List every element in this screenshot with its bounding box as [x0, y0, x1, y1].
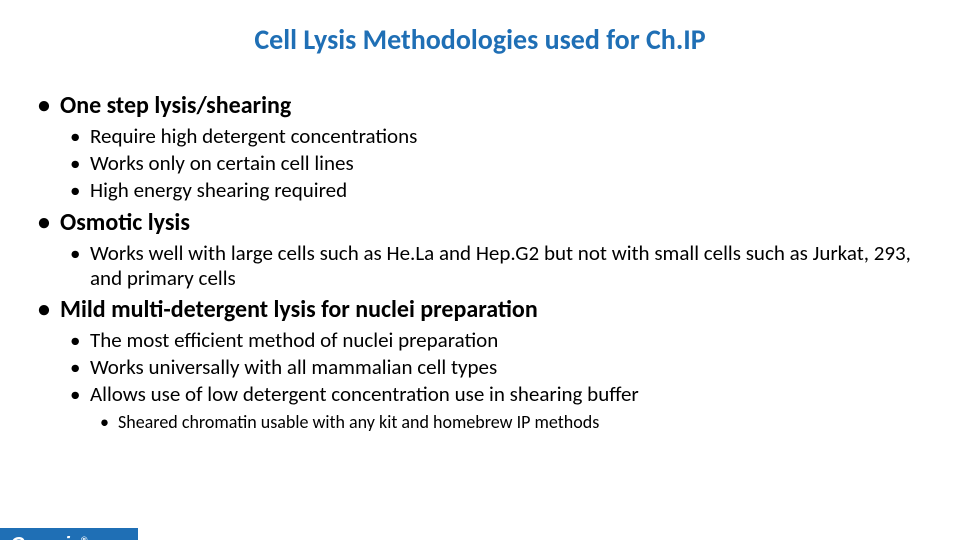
- section-1-heading: One step lysis/shearing: [60, 91, 291, 120]
- registered-icon: ®: [81, 535, 87, 540]
- logo-box: Covaris®: [0, 528, 138, 540]
- point: High energy shearing required: [60, 178, 930, 203]
- point: Allows use of low detergent concentratio…: [60, 382, 930, 433]
- sub-points: Sheared chromatin usable with any kit an…: [90, 412, 930, 434]
- logo-label: Covaris: [10, 534, 80, 540]
- point: Works universally with all mammalian cel…: [60, 355, 930, 380]
- content-area: One step lysis/shearing Require high det…: [0, 57, 960, 433]
- logo-text: Covaris®: [10, 534, 87, 540]
- section-3-heading: Mild multi-detergent lysis for nuclei pr…: [60, 295, 538, 324]
- point: Works well with large cells such as He.L…: [60, 241, 930, 291]
- point: Works only on certain cell lines: [60, 151, 930, 176]
- point: Require high detergent concentrations: [60, 124, 930, 149]
- section-2: Osmotic lysis Works well with large cell…: [30, 208, 930, 291]
- section-1: One step lysis/shearing Require high det…: [30, 91, 930, 204]
- slide: Cell Lysis Methodologies used for Ch.IP …: [0, 22, 960, 540]
- section-2-heading: Osmotic lysis: [60, 208, 190, 237]
- section-3: Mild multi-detergent lysis for nuclei pr…: [30, 295, 930, 433]
- section-1-points: Require high detergent concentrations Wo…: [60, 124, 930, 204]
- section-3-points: The most efficient method of nuclei prep…: [60, 328, 930, 433]
- bullet-list: One step lysis/shearing Require high det…: [30, 91, 930, 433]
- section-2-points: Works well with large cells such as He.L…: [60, 241, 930, 291]
- point: The most efficient method of nuclei prep…: [60, 328, 930, 353]
- footer: Covaris® Proprietary 29: [0, 528, 960, 540]
- slide-title: Cell Lysis Methodologies used for Ch.IP: [0, 22, 960, 57]
- point-text: Allows use of low detergent concentratio…: [90, 381, 639, 407]
- sub-point: Sheared chromatin usable with any kit an…: [90, 412, 930, 434]
